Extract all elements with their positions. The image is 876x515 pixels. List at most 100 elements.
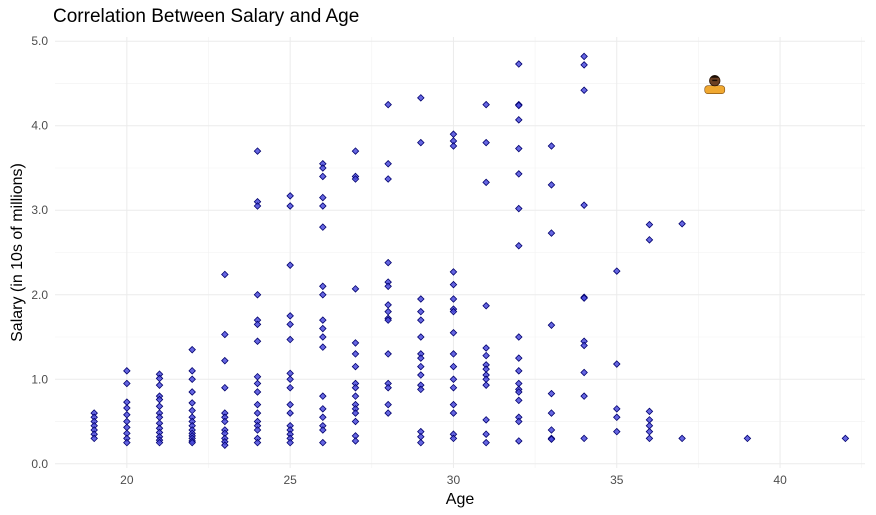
data-point: [319, 316, 327, 324]
data-point: [515, 170, 523, 178]
data-point: [515, 388, 523, 396]
data-point: [417, 362, 425, 371]
data-point: [580, 434, 588, 443]
data-point: [449, 409, 458, 417]
data-point: [417, 94, 425, 102]
data-point: [384, 350, 392, 358]
data-point: [384, 258, 392, 267]
data-point: [449, 142, 458, 150]
data-point: [449, 295, 458, 303]
data-points: [90, 52, 850, 449]
data-point: [515, 437, 523, 445]
data-point: [515, 417, 523, 426]
y-axis-title: Salary (in 10s of millions): [9, 163, 26, 342]
data-point: [188, 388, 196, 396]
data-point: [515, 101, 523, 110]
data-point: [351, 417, 360, 426]
data-point: [482, 100, 490, 109]
data-point: [253, 438, 262, 447]
data-point: [743, 434, 752, 443]
data-point: [319, 343, 327, 351]
data-point: [221, 330, 229, 339]
data-point: [417, 385, 425, 394]
data-point: [580, 392, 588, 400]
data-point: [123, 379, 131, 388]
data-point: [580, 368, 588, 377]
data-point: [547, 142, 556, 150]
data-point: [515, 241, 523, 250]
data-point: [286, 438, 294, 447]
data-point: [547, 229, 556, 237]
data-point: [449, 280, 458, 289]
data-point: [515, 144, 523, 153]
data-point: [221, 270, 229, 279]
data-point: [351, 362, 360, 371]
data-point: [613, 360, 621, 368]
data-point: [221, 417, 229, 426]
data-point: [319, 392, 327, 400]
data-point: [547, 409, 556, 417]
data-point: [678, 220, 686, 228]
data-point: [351, 409, 360, 417]
data-point: [253, 147, 262, 155]
data-point: [449, 307, 458, 316]
y-tick-label: 4.0: [31, 119, 48, 133]
data-point: [580, 341, 588, 350]
data-point: [253, 337, 262, 346]
data-point: [515, 396, 523, 405]
data-point: [319, 172, 327, 181]
data-point: [286, 192, 294, 200]
data-point: [547, 181, 556, 189]
data-point: [253, 409, 262, 417]
y-tick-label: 0.0: [31, 457, 48, 471]
data-point: [613, 405, 621, 413]
data-point: [286, 261, 294, 269]
data-point: [482, 344, 490, 352]
data-point: [286, 400, 294, 409]
data-point: [319, 438, 327, 447]
data-point: [123, 410, 131, 419]
x-tick-label: 25: [283, 473, 297, 487]
data-point: [221, 383, 229, 392]
data-point: [384, 100, 392, 109]
data-point: [482, 178, 490, 187]
data-point: [351, 383, 360, 392]
data-point: [253, 400, 262, 409]
data-point: [319, 413, 327, 422]
data-point: [319, 324, 327, 333]
data-point: [613, 413, 621, 422]
data-point: [645, 427, 654, 436]
data-point: [351, 339, 360, 347]
data-point: [515, 204, 523, 213]
data-point: [253, 320, 262, 329]
data-point: [449, 434, 458, 443]
data-point: [580, 86, 588, 95]
data-point: [221, 356, 229, 365]
data-point: [384, 307, 392, 316]
data-point: [547, 435, 556, 444]
data-point: [188, 406, 196, 415]
data-point: [645, 236, 654, 244]
data-point: [188, 367, 196, 375]
data-point: [482, 138, 490, 147]
data-point: [351, 285, 360, 293]
data-point: [449, 350, 458, 358]
data-point: [547, 389, 556, 398]
data-point: [645, 407, 654, 416]
data-point: [123, 367, 131, 375]
data-point: [155, 381, 164, 389]
y-tick-label: 2.0: [31, 288, 48, 302]
x-tick-label: 40: [773, 473, 787, 487]
data-point: [188, 345, 196, 354]
minor-gridlines: [55, 37, 865, 468]
x-tick-label: 35: [610, 473, 624, 487]
data-point: [384, 409, 392, 417]
x-tick-label: 30: [447, 473, 461, 487]
x-tick-labels: 20 25 30 35 40: [120, 473, 787, 487]
y-tick-label: 1.0: [31, 372, 48, 386]
data-point: [384, 316, 392, 324]
data-point: [123, 438, 131, 447]
data-point: [384, 383, 392, 392]
data-point: [351, 175, 360, 183]
data-point: [319, 426, 327, 434]
